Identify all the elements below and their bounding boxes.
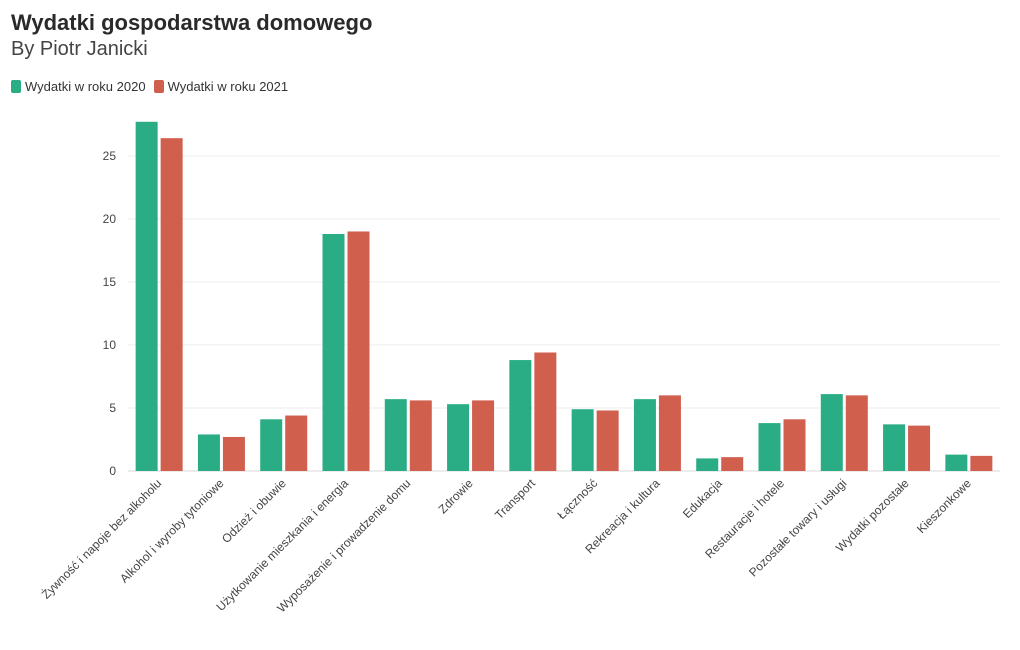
x-tick-label: Zdrowie [436, 476, 476, 516]
bar-2020[interactable] [197, 434, 220, 471]
bar-2020[interactable] [447, 404, 470, 471]
bar-2020[interactable] [633, 399, 656, 471]
chart-title: Wydatki gospodarstwa domowego [11, 10, 373, 35]
bar-2021[interactable] [409, 400, 432, 471]
x-tick-label: Alkohol i wyroby tytoniowe [117, 476, 227, 586]
bar-2021[interactable] [347, 231, 370, 471]
legend: Wydatki w roku 2020 Wydatki w roku 2021 [11, 79, 288, 94]
bar-2020[interactable] [260, 419, 283, 471]
y-tick-label: 5 [109, 401, 116, 415]
x-tick-label: Łączność [555, 476, 601, 522]
bar-2021[interactable] [970, 455, 993, 471]
x-tick-label: Użytkowanie mieszkania i energia [213, 476, 351, 614]
legend-item-2020[interactable]: Wydatki w roku 2020 [11, 79, 146, 94]
x-tick-label: Wyposażenie i prowadzenie domu [274, 476, 413, 615]
bar-2021[interactable] [658, 395, 681, 471]
bar-2020[interactable] [135, 121, 158, 472]
y-tick-label: 10 [103, 338, 117, 352]
legend-item-2021[interactable]: Wydatki w roku 2021 [153, 79, 289, 94]
bar-2020[interactable] [509, 360, 532, 471]
x-tick-label: Edukacja [680, 476, 725, 521]
bar-2021[interactable] [783, 419, 806, 471]
chart-subtitle: By Piotr Janicki [11, 38, 148, 60]
bar-2020[interactable] [696, 458, 719, 471]
bar-2021[interactable] [596, 410, 619, 471]
bar-2021[interactable] [845, 395, 868, 471]
bar-2021[interactable] [534, 352, 557, 471]
x-tick-label: Żywność i napoje bez alkoholu [39, 476, 164, 601]
bar-2020[interactable] [820, 394, 843, 471]
bar-2020[interactable] [322, 233, 345, 471]
legend-label-2021: Wydatki w roku 2021 [167, 79, 289, 94]
bar-2020[interactable] [758, 423, 781, 471]
legend-swatch-2020 [11, 80, 21, 93]
bar-2021[interactable] [721, 457, 744, 471]
bar-2021[interactable] [472, 400, 495, 471]
bar-2021[interactable] [285, 415, 308, 471]
legend-label-2020: Wydatki w roku 2020 [25, 79, 146, 94]
legend-swatch-2021 [153, 80, 164, 93]
x-tick-label: Odzież i obuwie [219, 476, 289, 546]
bar-2020[interactable] [384, 399, 407, 471]
x-tick-label: Kieszonkowe [914, 476, 974, 536]
bar-2021[interactable] [908, 425, 931, 471]
y-tick-label: 20 [103, 212, 117, 226]
bar-2021[interactable] [222, 436, 245, 471]
x-tick-label: Transport [492, 476, 538, 522]
bar-2020[interactable] [945, 454, 968, 471]
bar-2020[interactable] [571, 409, 594, 471]
y-tick-label: 15 [103, 275, 117, 289]
bar-2021[interactable] [160, 138, 183, 471]
bar-2020[interactable] [883, 424, 906, 471]
y-tick-label: 0 [109, 464, 116, 478]
y-tick-label: 25 [103, 149, 117, 163]
